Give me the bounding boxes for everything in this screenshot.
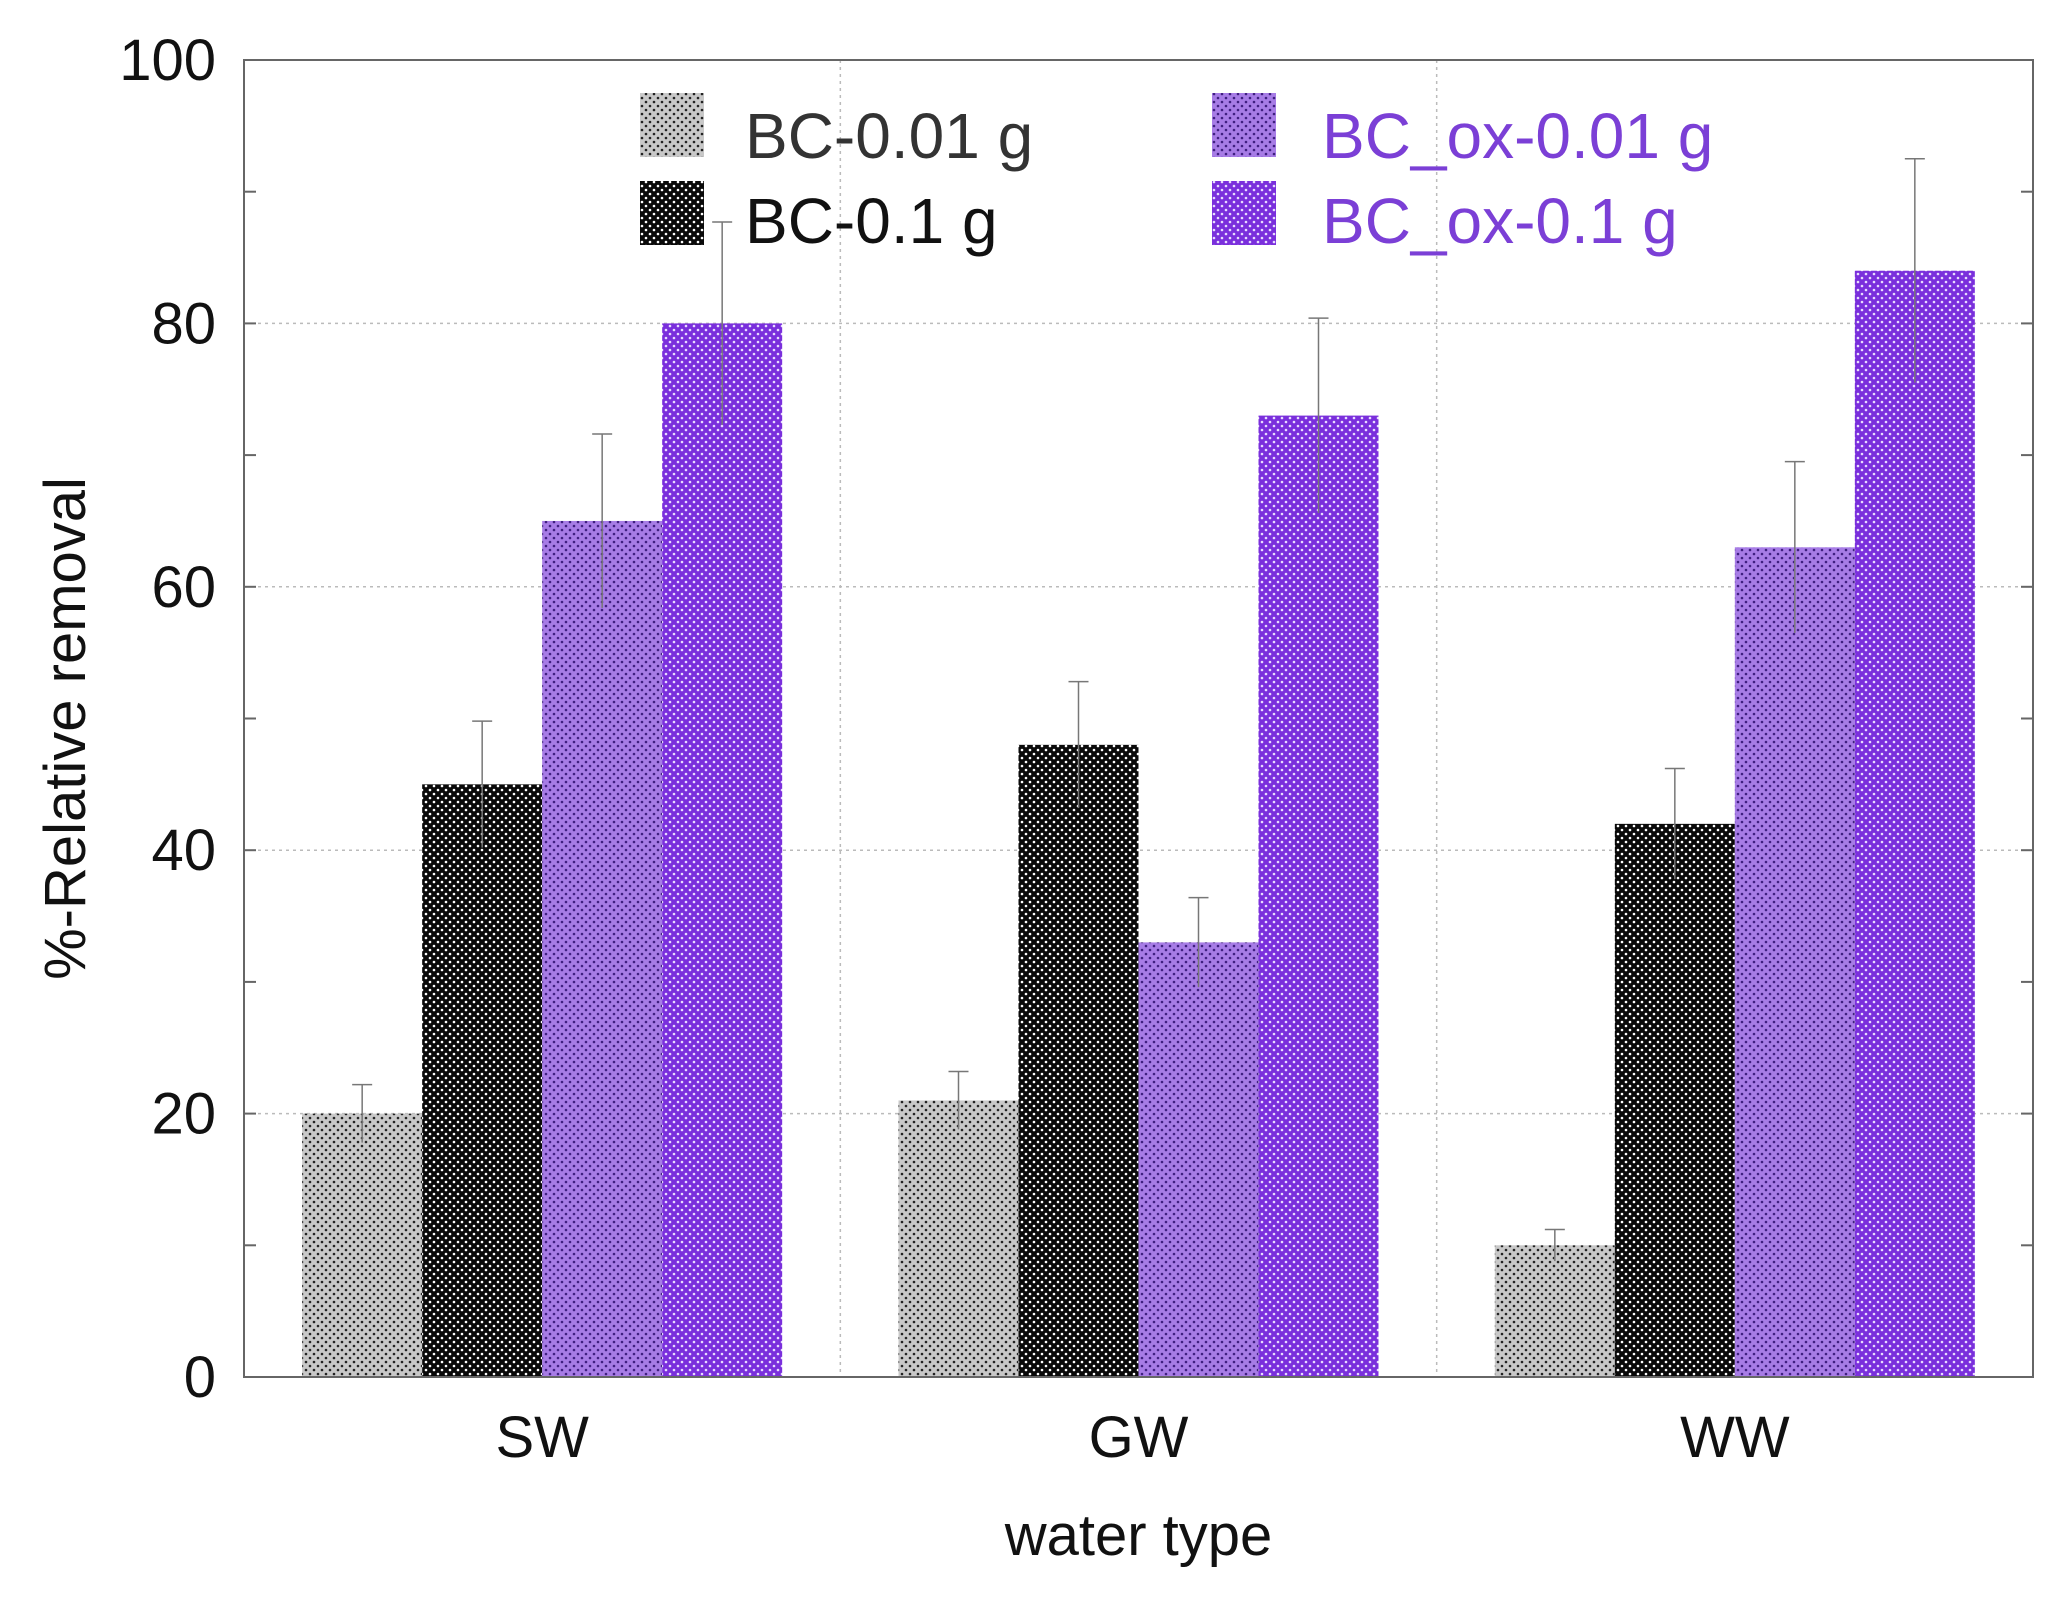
bar: [662, 323, 783, 1377]
y-tick-label: 0: [184, 1345, 216, 1410]
x-axis-label: water type: [1004, 1503, 1273, 1568]
legend-swatch: [1212, 93, 1276, 157]
bar: [898, 1100, 1019, 1377]
y-tick-label: 100: [119, 28, 216, 93]
bar: [1258, 415, 1379, 1378]
y-ticks: 0 20 40 60 80 100: [119, 28, 2033, 1410]
y-axis-label: %-Relative removal: [33, 477, 98, 980]
y-tick-label: 20: [151, 1082, 216, 1147]
y-tick-label: 40: [151, 818, 216, 883]
legend-label: BC_ox-0.01 g: [1322, 100, 1713, 172]
y-tick-label: 80: [151, 291, 216, 356]
legend-swatch: [1212, 181, 1276, 245]
legend-label: BC-0.1 g: [745, 185, 998, 257]
legend-swatch: [640, 93, 704, 157]
bar: [302, 1113, 423, 1377]
x-tick-label: WW: [1680, 1405, 1790, 1470]
legend-label: BC-0.01 g: [745, 100, 1033, 172]
error-bars: [352, 158, 1925, 1262]
legend: BC-0.01 g BC-0.1 g BC_ox-0.01 g BC_ox-0.1 g: [640, 93, 1713, 257]
grid: [244, 60, 2033, 1377]
bar: [1138, 942, 1259, 1377]
bar: [422, 784, 543, 1377]
bar: [1734, 547, 1855, 1377]
y-tick-label: 60: [151, 555, 216, 620]
bar: [1494, 1245, 1615, 1377]
bar: [1018, 744, 1139, 1377]
legend-swatch: [640, 181, 704, 245]
x-tick-labels: SW GW WW: [495, 1405, 1789, 1470]
bar: [1614, 823, 1735, 1377]
x-tick-label: GW: [1089, 1405, 1189, 1470]
bar: [542, 520, 663, 1377]
x-tick-label: SW: [495, 1405, 589, 1470]
legend-label: BC_ox-0.1 g: [1322, 185, 1678, 257]
bar: [1854, 270, 1975, 1378]
bars: [302, 270, 1975, 1378]
